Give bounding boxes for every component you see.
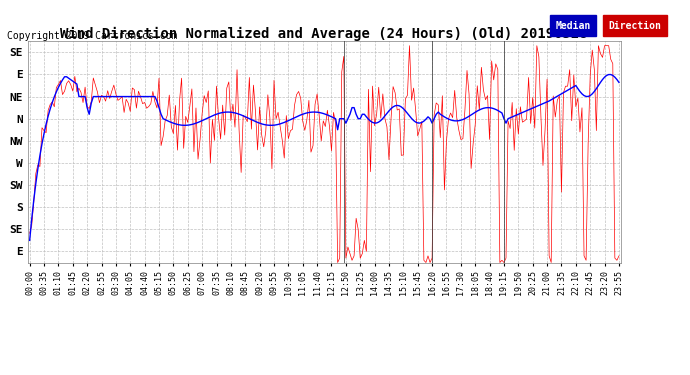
Text: Direction: Direction bbox=[609, 21, 662, 31]
Text: Copyright 2019 Cartronics.com: Copyright 2019 Cartronics.com bbox=[7, 32, 177, 41]
Text: Median: Median bbox=[555, 21, 591, 31]
Title: Wind Direction Normalized and Average (24 Hours) (Old) 20190528: Wind Direction Normalized and Average (2… bbox=[61, 27, 588, 41]
